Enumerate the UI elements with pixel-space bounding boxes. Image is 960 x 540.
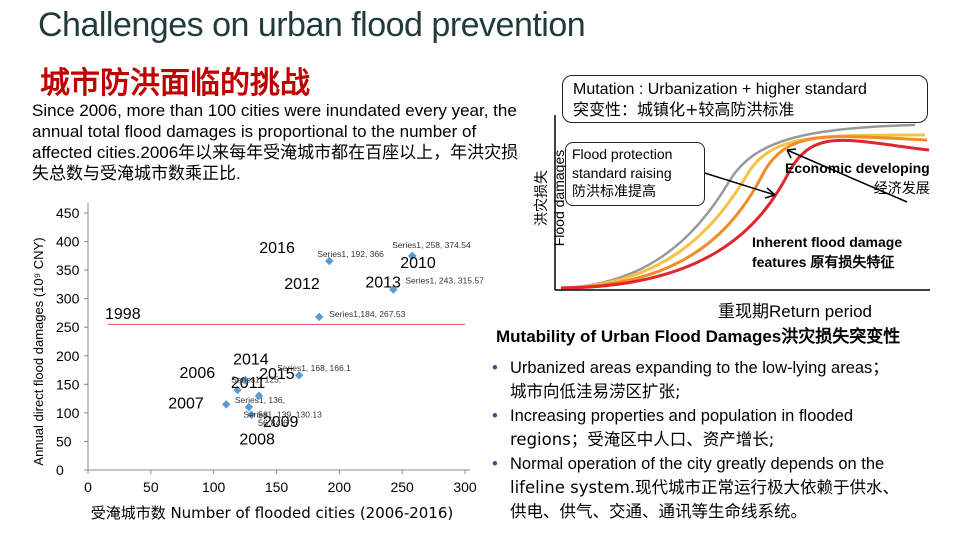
protection-arrow-head	[764, 187, 776, 199]
bullet-2-line-2: regions；受淹区中人口、资产增长;	[510, 430, 775, 449]
point-2010	[407, 251, 417, 261]
mutation-line-1: Mutation : Urbanization + higher standar…	[573, 81, 867, 98]
title-chinese: 城市防洪面临的挑战	[40, 66, 310, 101]
point-2015	[294, 370, 304, 380]
chart-axes	[87, 203, 470, 471]
curve-red	[560, 138, 930, 290]
data-label-2009: Series1, 136,	[235, 395, 285, 405]
y-tick-label: 150	[56, 376, 80, 392]
extra-label: 56.84.6	[258, 418, 288, 428]
mutation-line-2: 突变性：城镇化+较高防洪标准	[573, 100, 795, 119]
extra-label: 58	[258, 410, 268, 420]
x-tick-label: 200	[328, 479, 352, 495]
year-label-1998: 1998	[105, 306, 141, 323]
data-label-2014: Series1, 125,	[231, 374, 281, 384]
y-tick-label: 200	[56, 348, 80, 364]
curve-orange	[560, 135, 928, 290]
bullet-item-lifeline: Normal operation of the city greatly dep…	[488, 452, 958, 524]
y-tick-label: 350	[56, 262, 80, 278]
protection-line-1: Flood protection	[572, 146, 673, 162]
point-2009	[244, 402, 254, 412]
point-2008	[247, 410, 256, 419]
x-axis-title: 受淹城市数 Number of flooded cities (2006-201…	[91, 504, 454, 522]
x-tick-label: 100	[202, 479, 226, 495]
bullet-item-properties: Increasing properties and population in …	[488, 404, 958, 452]
bullet-3-line-3: 供电、供气、交通、通讯等生命线系统。	[510, 502, 807, 521]
y-axis-title: Annual direct flood damages (10⁹ CNY)	[31, 237, 46, 465]
y-tick-label: 400	[56, 234, 80, 250]
y-tick-label: 300	[56, 291, 80, 307]
mutability-heading: Mutability of Urban Flood Damages洪灾损失突变性	[496, 327, 901, 346]
economic-line-2: 经济发展	[873, 181, 930, 197]
year-label-2007: 2007	[168, 395, 204, 412]
year-label-2006: 2006	[180, 365, 216, 382]
protection-line-2: standard raising	[572, 165, 672, 181]
bullet-1-line-1: Urbanized areas expanding to the low-lyi…	[510, 359, 889, 377]
point-2006	[233, 385, 242, 395]
diagram-y-label-zh: 洪灾损失	[534, 170, 550, 226]
year-label-2013: 2013	[365, 275, 401, 292]
economic-line-1: Economic developing	[785, 160, 930, 176]
year-label-2010: 2010	[400, 255, 436, 272]
data-label-2013: Series1, 243, 315.57	[405, 276, 484, 286]
flood-damage-scatter-chart: 0 50 100 150 200 250 300 350 400 450 0 50 100 150 200 2…	[31, 203, 484, 522]
bullet-item-urbanized: Urbanized areas expanding to the low-lyi…	[488, 356, 958, 404]
bullet-3-line-2: lifeline system.现代城市正常运行极大依赖于供水、	[510, 478, 900, 497]
bullet-1-line-2: 城市向低洼易涝区扩张;	[510, 382, 681, 401]
mutation-curve-diagram	[554, 115, 930, 291]
data-label-2012: Series1,184, 267.53	[329, 309, 405, 319]
x-tick-label: 150	[265, 479, 289, 495]
y-tick-label: 250	[56, 319, 80, 335]
point-2012	[314, 312, 324, 322]
year-label-2015: 2015	[259, 366, 295, 383]
curve-gray	[560, 123, 916, 290]
economic-label: Economic developing 经济发展	[785, 158, 930, 200]
year-label-2014: 2014	[233, 351, 269, 368]
return-period-label: 重现期Return period	[718, 302, 873, 321]
y-tick-label: 0	[56, 462, 64, 478]
y-tick-label: 450	[56, 205, 80, 221]
protection-box: Flood protection standard raising 防洪标准提高	[565, 142, 705, 206]
y-tick-label: 100	[56, 405, 80, 421]
title-english: Challenges on urban flood prevention	[38, 6, 586, 44]
protection-arrow	[694, 169, 776, 196]
x-tick-label: 50	[143, 479, 159, 495]
economic-arrow-head	[786, 148, 797, 159]
x-tick-label: 300	[453, 479, 477, 495]
inherent-line-1: Inherent flood damage	[752, 234, 903, 250]
year-label-2008: 2008	[239, 432, 275, 449]
point-2013	[389, 285, 398, 294]
intro-paragraph: Since 2006, more than 100 cities were in…	[32, 101, 519, 183]
point-2014	[240, 376, 250, 385]
x-tick-label: 250	[390, 479, 414, 495]
mutation-box: Mutation : Urbanization + higher standar…	[562, 75, 928, 123]
point-2016	[325, 256, 334, 266]
protection-line-3: 防洪标准提高	[572, 184, 656, 200]
economic-arrow	[786, 149, 908, 203]
data-label-2016: Series1, 192, 366	[317, 249, 384, 259]
bullet-2-line-1: Increasing properties and population in …	[510, 407, 854, 425]
year-label-2011: 2011	[231, 375, 266, 392]
y-tick-label: 50	[56, 433, 72, 449]
year-label-2016: 2016	[259, 240, 295, 257]
data-label-2010: Series1, 258, 374.54	[392, 240, 471, 250]
chart-ticks: 0 50 100 150 200 250 300 350 400 450 0 50 100 150 200 2…	[31, 205, 477, 522]
data-label-2008: Series1, 139, 130.13	[243, 410, 322, 420]
bullet-list: Urbanized areas expanding to the low-lyi…	[488, 356, 958, 524]
inherent-label: Inherent flood damage features 原有损失特征	[752, 232, 902, 272]
inherent-line-2: features 原有损失特征	[752, 254, 895, 270]
year-label-2012: 2012	[284, 276, 320, 293]
bullet-3-line-1: Normal operation of the city greatly dep…	[510, 455, 885, 473]
data-label-2015: Series1, 168, 166.1	[277, 363, 351, 373]
year-label-2009: 2009	[263, 414, 299, 431]
x-tick-label: 0	[84, 479, 92, 495]
point-2007	[221, 400, 231, 409]
